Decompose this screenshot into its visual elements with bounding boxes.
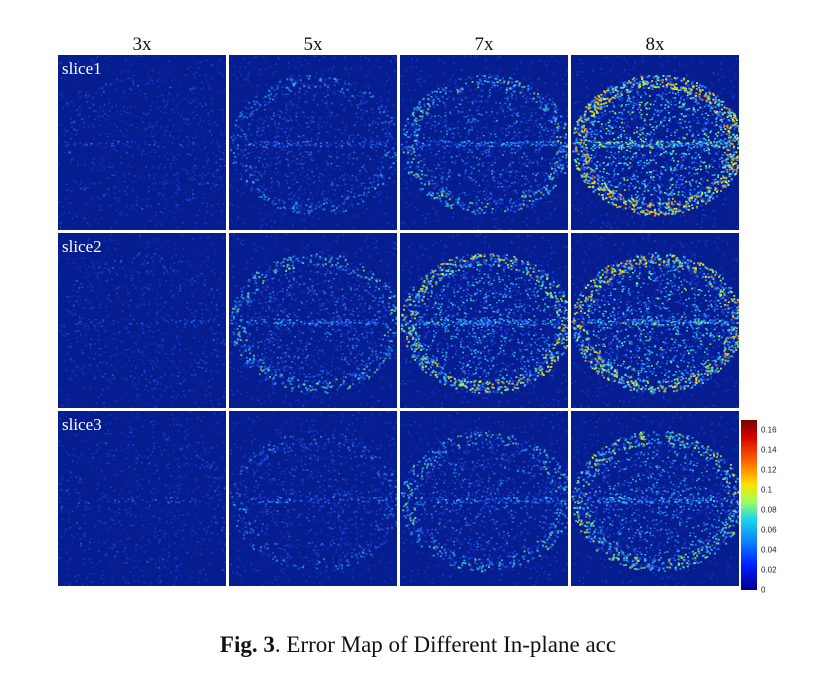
- colorbar-tick-label: 0.16: [761, 426, 777, 435]
- column-header-3x: 3x: [58, 34, 226, 56]
- colorbar-tick-label: 0.1: [761, 486, 772, 495]
- colorbar-tick-label: 0: [761, 586, 765, 595]
- row-label-slice2: slice2: [62, 237, 102, 257]
- error-map-slice2-8x: [571, 233, 739, 408]
- error-map-slice3-3x: slice3: [58, 411, 226, 586]
- error-map-grid: slice1 slice2 slice3: [58, 55, 740, 591]
- error-map-slice3-7x: [400, 411, 568, 586]
- caption-text: . Error Map of Different In-plane acc: [275, 632, 616, 657]
- row-label-slice3: slice3: [62, 415, 102, 435]
- error-map-image: [58, 233, 226, 408]
- error-map-image: [571, 233, 739, 408]
- row-label-slice1: slice1: [62, 59, 102, 79]
- error-map-image: [229, 411, 397, 586]
- error-map-image: [229, 55, 397, 230]
- error-map-slice2-5x: [229, 233, 397, 408]
- colorbar-tick-label: 0.06: [761, 526, 777, 535]
- colorbar-tick-label: 0.14: [761, 446, 777, 455]
- column-header-7x: 7x: [400, 34, 568, 56]
- error-map-image: [400, 411, 568, 586]
- colorbar-tick-label: 0.02: [761, 566, 777, 575]
- colorbar-tick-label: 0.12: [761, 466, 777, 475]
- error-map-image: [571, 55, 739, 230]
- error-map-image: [58, 411, 226, 586]
- caption-label: Fig. 3: [220, 632, 275, 657]
- error-map-image: [571, 411, 739, 586]
- error-map-image: [229, 233, 397, 408]
- error-map-slice1-7x: [400, 55, 568, 230]
- column-header-5x: 5x: [229, 34, 397, 56]
- error-map-slice3-5x: [229, 411, 397, 586]
- colorbar: [741, 420, 757, 590]
- error-map-slice3-8x: [571, 411, 739, 586]
- error-map-image: [400, 55, 568, 230]
- error-map-slice1-5x: [229, 55, 397, 230]
- error-map-image: [400, 233, 568, 408]
- figure-caption: Fig. 3. Error Map of Different In-plane …: [0, 632, 836, 658]
- colorbar-tick-label: 0.08: [761, 506, 777, 515]
- error-map-slice1-3x: slice1: [58, 55, 226, 230]
- error-map-slice2-7x: [400, 233, 568, 408]
- error-map-slice2-3x: slice2: [58, 233, 226, 408]
- colorbar-ticks: 0.16 0.14 0.12 0.1 0.08 0.06 0.04 0.02 0: [761, 420, 801, 595]
- error-map-slice1-8x: [571, 55, 739, 230]
- colorbar-tick-label: 0.04: [761, 546, 777, 555]
- column-header-8x: 8x: [571, 34, 739, 56]
- error-map-image: [58, 55, 226, 230]
